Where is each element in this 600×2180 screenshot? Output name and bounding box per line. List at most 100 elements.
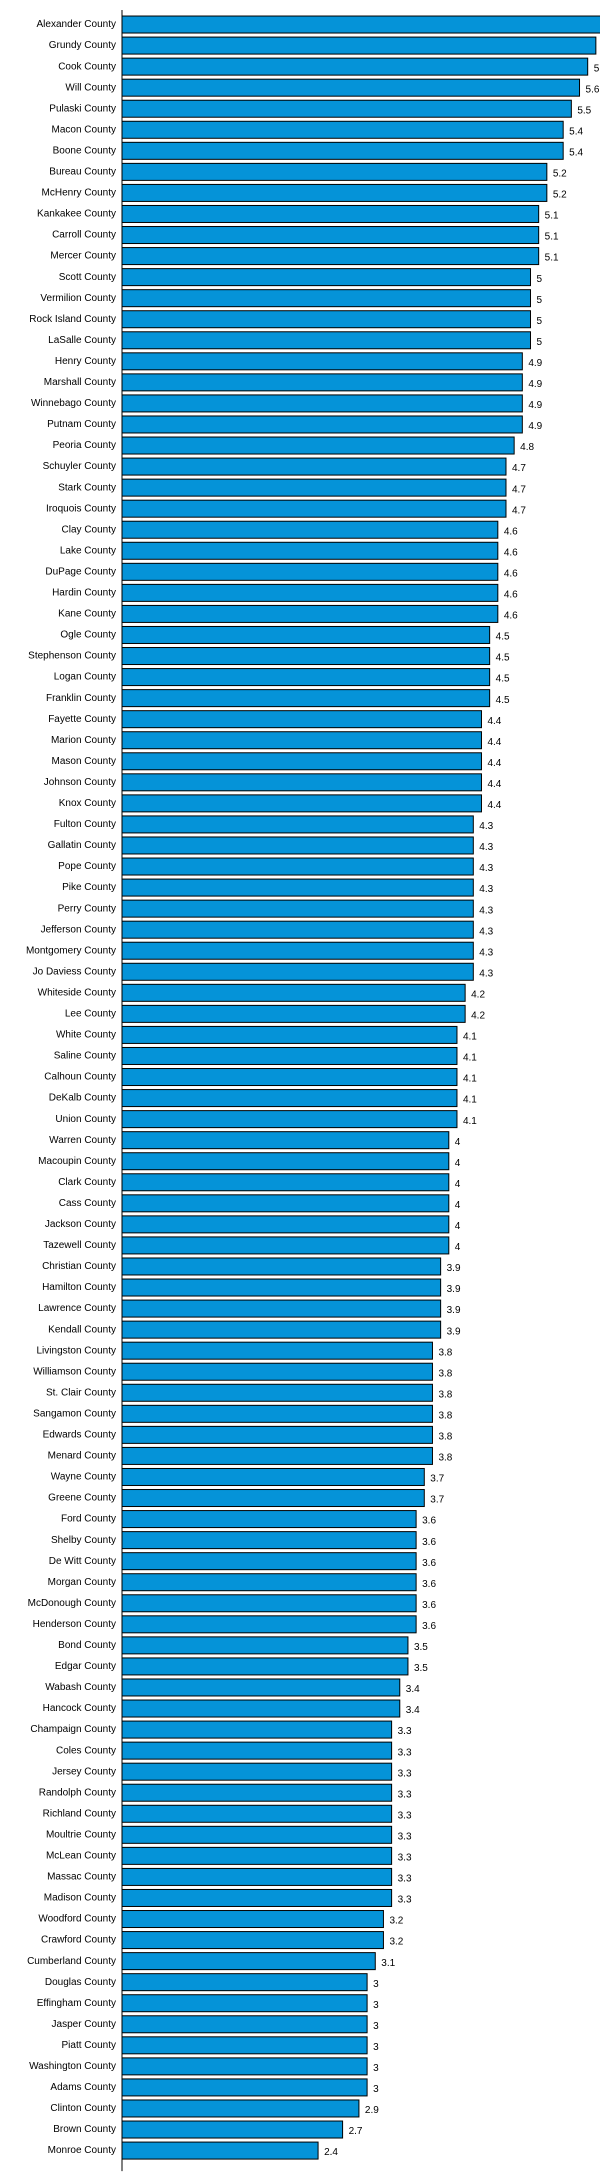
category-label: Marion County xyxy=(51,735,116,746)
bar xyxy=(121,1404,433,1423)
category-label: Union County xyxy=(55,1114,116,1125)
category-label: Cass County xyxy=(59,1198,116,1209)
bar xyxy=(121,668,491,687)
value-label: 3.3 xyxy=(398,1874,412,1885)
category-label: Edgar County xyxy=(55,1661,116,1672)
category-label: DuPage County xyxy=(45,566,116,577)
category-label: Cumberland County xyxy=(27,1956,116,1967)
category-label: Kankakee County xyxy=(37,209,116,220)
bar xyxy=(121,1846,393,1865)
value-label: 4.2 xyxy=(471,989,485,1000)
category-label: Montgomery County xyxy=(26,945,116,956)
category-label: Pope County xyxy=(58,861,116,872)
value-label: 4.1 xyxy=(463,1053,477,1064)
value-label: 3.8 xyxy=(438,1453,452,1464)
value-label: 4.9 xyxy=(528,400,542,411)
bar xyxy=(121,1320,442,1339)
category-label: Brown County xyxy=(53,2124,116,2135)
value-label: 4.4 xyxy=(487,779,501,790)
value-label: 3.3 xyxy=(398,1895,412,1906)
bar xyxy=(121,1194,450,1213)
category-label: Bond County xyxy=(58,1640,116,1651)
bar xyxy=(121,2078,368,2097)
bar xyxy=(121,1510,417,1529)
value-label: 4.6 xyxy=(504,547,518,558)
bar xyxy=(121,141,564,160)
value-label: 5.1 xyxy=(545,232,559,243)
value-label: 4 xyxy=(455,1137,461,1148)
category-label: De Witt County xyxy=(49,1556,116,1567)
value-label: 3.3 xyxy=(398,1747,412,1758)
category-label: Menard County xyxy=(48,1451,116,1462)
bar xyxy=(121,1446,433,1465)
category-label: Warren County xyxy=(49,1135,116,1146)
category-label: Clinton County xyxy=(50,2103,116,2114)
value-label: 5.4 xyxy=(569,126,583,137)
bar xyxy=(121,962,474,981)
value-label: 3.8 xyxy=(438,1368,452,1379)
value-label: 4.8 xyxy=(520,442,534,453)
bar xyxy=(121,1299,442,1318)
category-label: Cook County xyxy=(58,61,116,72)
bar xyxy=(121,1173,450,1192)
bar xyxy=(121,1278,442,1297)
category-label: Washington County xyxy=(29,2061,116,2072)
value-label: 4.9 xyxy=(528,421,542,432)
bar xyxy=(121,1004,466,1023)
bar xyxy=(121,499,507,518)
value-label: 3.5 xyxy=(414,1642,428,1653)
value-label: 4.6 xyxy=(504,611,518,622)
category-label: Henry County xyxy=(55,356,116,367)
value-label: 4.1 xyxy=(463,1074,477,1085)
value-label: 4 xyxy=(455,1242,461,1253)
value-label: 3.9 xyxy=(447,1326,461,1337)
bar xyxy=(121,204,540,223)
bar xyxy=(121,394,523,413)
category-label: Macoupin County xyxy=(38,1156,116,1167)
value-label: 3.3 xyxy=(398,1768,412,1779)
category-label: Richland County xyxy=(43,1808,116,1819)
category-label: Jefferson County xyxy=(41,924,116,935)
bar xyxy=(121,1994,368,2013)
category-label: Pike County xyxy=(62,882,116,893)
bar xyxy=(121,1973,368,1992)
value-label: 3.3 xyxy=(398,1789,412,1800)
category-label: Jo Daviess County xyxy=(33,966,116,977)
bar xyxy=(121,436,515,455)
bar xyxy=(121,1531,417,1550)
category-label: Sangamon County xyxy=(33,1408,116,1419)
category-label: Kane County xyxy=(58,609,116,620)
category-label: Saline County xyxy=(54,1051,116,1062)
bar xyxy=(121,1720,393,1739)
bar xyxy=(121,1257,442,1276)
bar xyxy=(121,1867,393,1886)
category-label: Iroquois County xyxy=(46,503,116,514)
category-label: Lee County xyxy=(65,1009,116,1020)
bar xyxy=(121,1678,401,1697)
value-label: 3.6 xyxy=(422,1579,436,1590)
category-label: Stephenson County xyxy=(28,651,116,662)
category-label: DeKalb County xyxy=(49,1093,116,1104)
category-label: Greene County xyxy=(48,1493,116,1504)
category-label: Calhoun County xyxy=(44,1072,116,1083)
bar xyxy=(121,373,523,392)
bar xyxy=(121,1152,450,1171)
value-label: 4.3 xyxy=(479,947,493,958)
bar xyxy=(121,1952,376,1971)
category-label: Piatt County xyxy=(62,2040,116,2051)
value-label: 3.6 xyxy=(422,1537,436,1548)
bar xyxy=(121,57,589,76)
category-label: Livingston County xyxy=(37,1345,117,1356)
value-label: 3.2 xyxy=(389,1937,403,1948)
value-label: 5 xyxy=(537,295,543,306)
category-label: Mercer County xyxy=(50,251,116,262)
category-label: Macon County xyxy=(52,124,116,135)
value-label: 4.9 xyxy=(528,379,542,390)
value-label: 4.1 xyxy=(463,1116,477,1127)
value-label: 3.3 xyxy=(398,1726,412,1737)
bar xyxy=(121,183,548,202)
category-label: Hamilton County xyxy=(42,1282,116,1293)
value-label: 4 xyxy=(455,1221,461,1232)
category-label: Marshall County xyxy=(44,377,116,388)
